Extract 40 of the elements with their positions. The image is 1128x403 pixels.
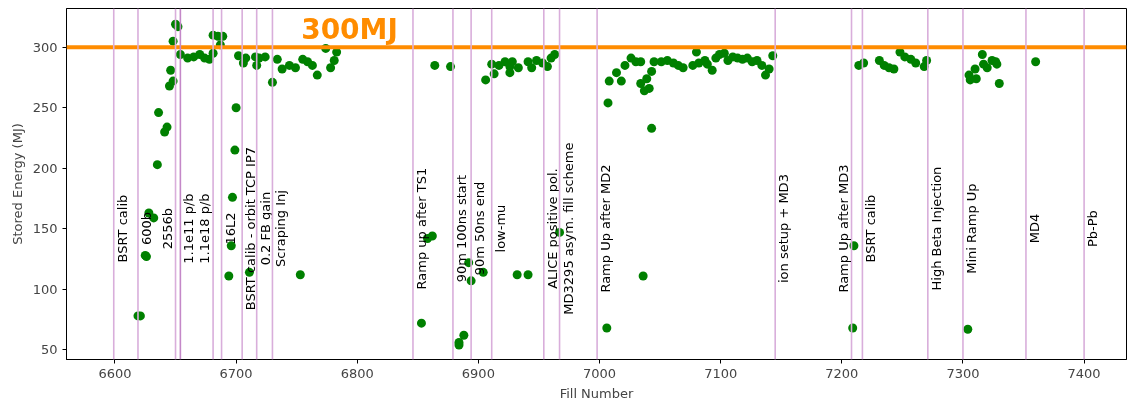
ref-line-label: 300MJ — [301, 13, 398, 47]
ref-line-label: Pb-Pb — [1085, 210, 1101, 248]
x-axis-title: Fill Number — [559, 385, 635, 401]
ref-line-label: Ramp up after TS1 — [413, 167, 429, 290]
ref-line-label: Scraping Inj — [273, 190, 289, 268]
x-tick-label: 6900 — [461, 365, 495, 381]
x-tick-label: 6800 — [340, 365, 374, 381]
ref-line-label: BSRT calib — [114, 194, 130, 263]
ref-line-label: BSRT calib — [863, 194, 879, 263]
ref-line-label: MD3295 asym. fill scheme — [560, 142, 576, 315]
y-tick-label: 250 — [32, 100, 58, 116]
ref-line-label: 2556b — [159, 207, 175, 250]
ref-line-label: 90m 50ns end — [472, 181, 488, 276]
x-tick-label: 7200 — [825, 365, 859, 381]
y-tick-label: 150 — [32, 221, 58, 237]
x-tick-label: 7100 — [704, 365, 738, 381]
ref-line-label: low-mu — [492, 204, 508, 253]
ref-line-label: 16L2 — [222, 212, 238, 245]
ref-line-label: Ramp Up after MD3 — [835, 164, 851, 293]
x-tick-label: 6600 — [98, 365, 132, 381]
ref-line-label: High Beta Injection — [928, 166, 944, 291]
x-tick-label: 6700 — [219, 365, 253, 381]
ref-line-label: Mini Ramp Up — [963, 183, 979, 274]
ref-line-label: Ramp Up after MD2 — [598, 164, 614, 293]
ref-line-label: ion setup + MD3 — [776, 174, 792, 284]
y-tick-label: 300 — [32, 39, 58, 55]
y-tick-label: 100 — [32, 281, 58, 297]
ref-line-label: 90m 100ns start — [453, 174, 469, 283]
ref-line-label: BSRT calib - orbit TCP IP7 — [243, 146, 259, 311]
x-tick-label: 7000 — [582, 365, 617, 381]
ref-line-label: 600b — [138, 212, 154, 246]
ref-line-label: 1.1e18 p/b — [197, 193, 213, 264]
y-tick-label: 50 — [40, 342, 58, 358]
x-tick-label: 7400 — [1067, 365, 1101, 381]
ref-line-label: 1.1e11 p/b — [181, 193, 197, 264]
ref-line-label: ALICE positive pol. — [544, 168, 560, 289]
y-axis-title: Stored Energy (MJ) — [9, 123, 25, 245]
y-tick-label: 200 — [32, 160, 58, 176]
x-tick-label: 7300 — [946, 365, 980, 381]
ref-line-label: MD4 — [1026, 213, 1042, 244]
